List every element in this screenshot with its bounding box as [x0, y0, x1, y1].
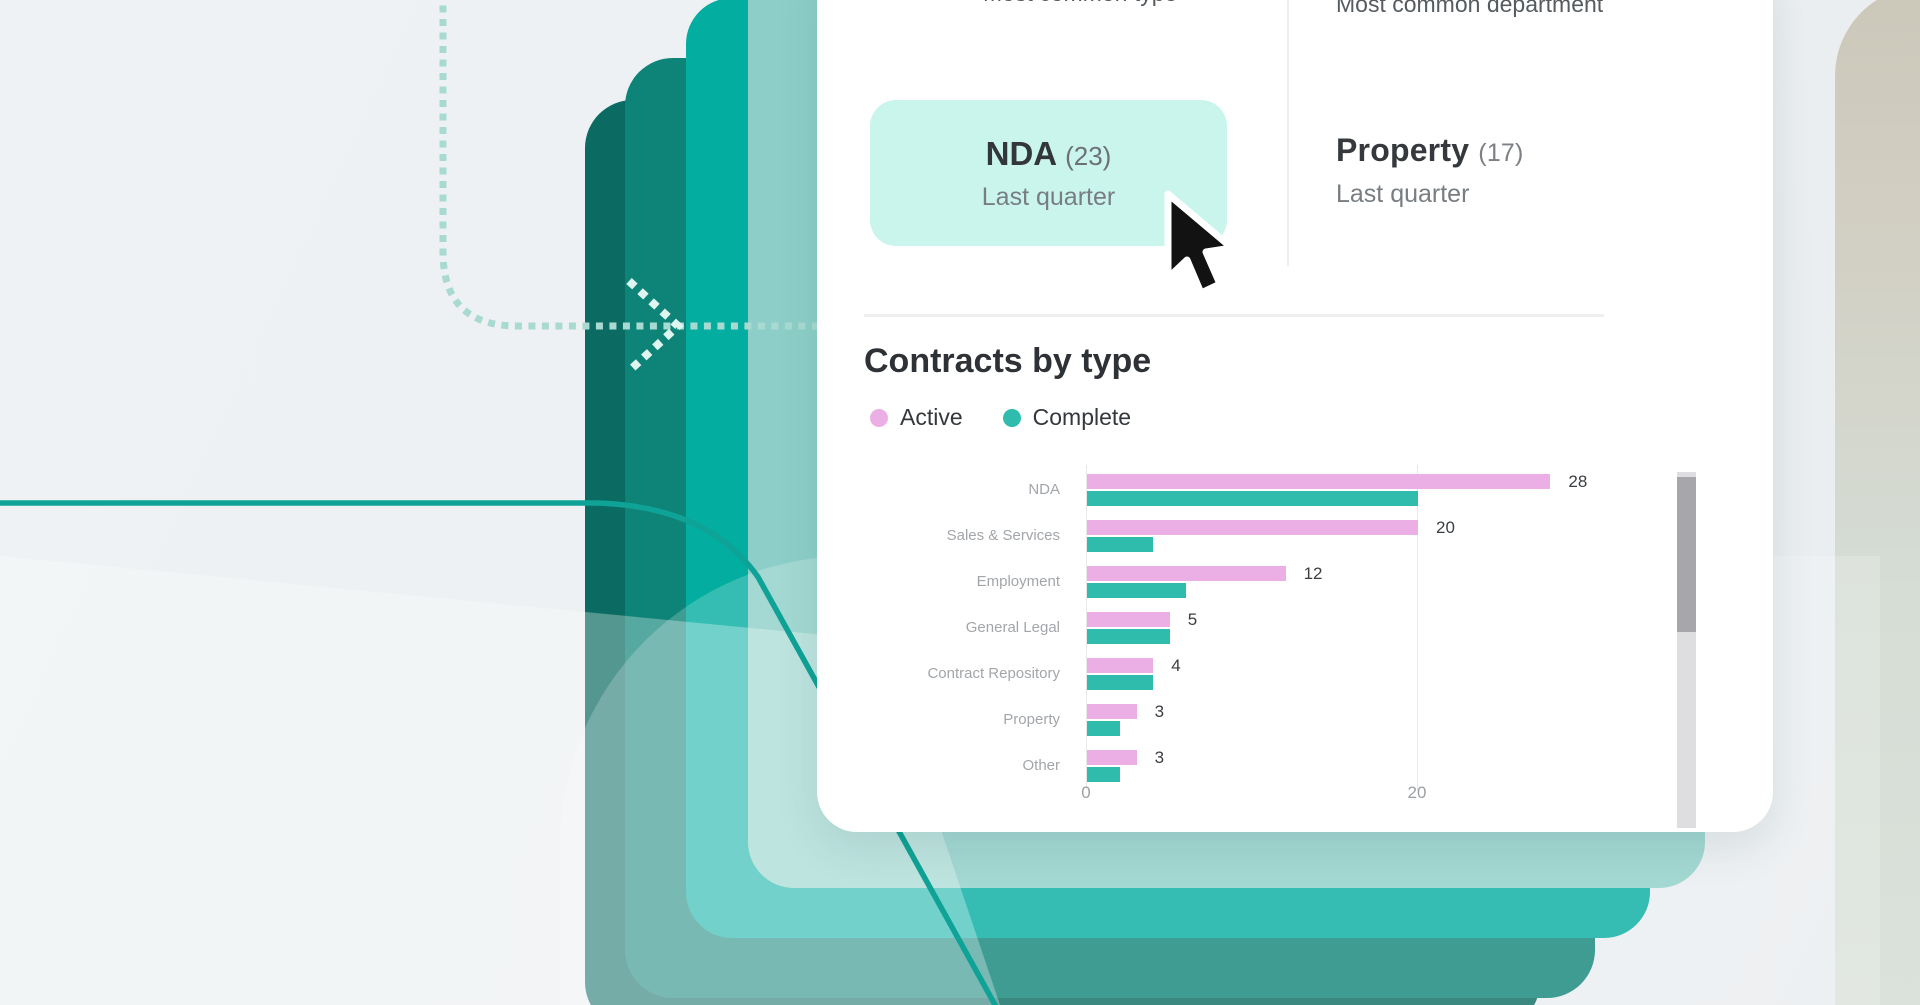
- category-label: Employment: [976, 573, 1060, 590]
- chart-legend: Active Complete: [870, 404, 1157, 431]
- bar-active-general-legal: [1087, 612, 1170, 627]
- value-label: 20: [1436, 518, 1455, 537]
- background-sheet-beige: [1835, 0, 1920, 1005]
- value-label: 4: [1171, 656, 1181, 675]
- legend-label: Complete: [1032, 404, 1132, 430]
- value-label: 28: [1568, 472, 1588, 491]
- stat-count: (23): [1065, 140, 1112, 171]
- category-label: Other: [1022, 757, 1060, 774]
- bar-complete-contract-repository: [1087, 675, 1153, 690]
- bar-active-sales-services: [1087, 520, 1418, 535]
- bar-active-nda: [1087, 474, 1550, 489]
- column-divider: [1287, 0, 1289, 266]
- gridline-20: [1417, 465, 1418, 790]
- category-label: General Legal: [965, 619, 1060, 636]
- bar-active-other: [1087, 750, 1137, 765]
- stat-label: Most common type: [983, 0, 1177, 7]
- stat-value: NDA (23): [985, 134, 1112, 172]
- section-divider: [864, 314, 1604, 317]
- legend-label: Active: [900, 404, 963, 430]
- bar-active-contract-repository: [1087, 658, 1153, 673]
- x-tick-label: 20: [1407, 783, 1427, 802]
- highlighted-stat-nda-quarter[interactable]: NDA (23) Last quarter: [870, 100, 1227, 246]
- stat-label: Last quarter: [1336, 180, 1470, 208]
- legend-item-active: Active: [870, 404, 963, 431]
- stat-most-common-department: Sales & Marketing (26) Most common depar…: [1336, 0, 1687, 62]
- bar-complete-sales-services: [1087, 537, 1153, 552]
- bar-active-employment: [1087, 566, 1286, 581]
- value-label: 3: [1154, 748, 1165, 767]
- x-tick-label: 0: [1081, 783, 1091, 802]
- bar-active-property: [1087, 704, 1137, 719]
- chart-scrollbar-track[interactable]: [1677, 472, 1696, 828]
- gridline-0: [1086, 465, 1087, 790]
- stat-count: (17): [1478, 139, 1524, 167]
- contracts-bar-chart: 0 20 NDA 28 Sales & Services 20 Employment 12…: [817, 465, 1773, 828]
- analytics-card: NDA (28) Most common type Sales & Market…: [817, 0, 1773, 832]
- bar-complete-employment: [1087, 583, 1186, 598]
- active-legend-dot-icon: [870, 408, 888, 427]
- stat-most-common-type: NDA (28) Most common type: [983, 0, 1177, 51]
- stat-value: Property (17): [1336, 132, 1524, 168]
- category-label: Sales & Services: [946, 527, 1060, 544]
- bar-complete-general-legal: [1087, 629, 1170, 644]
- chart-scrollbar-thumb[interactable]: [1677, 477, 1696, 632]
- bar-complete-nda: [1087, 491, 1418, 506]
- complete-legend-dot-icon: [1002, 408, 1021, 427]
- stat-label: Most common department: [1336, 0, 1604, 17]
- category-label: Contract Repository: [927, 665, 1060, 682]
- stat-label: Last quarter: [981, 182, 1116, 211]
- chart-title: Contracts by type: [864, 342, 1152, 380]
- bar-complete-property: [1087, 721, 1120, 736]
- category-label: NDA: [1028, 481, 1060, 498]
- bar-complete-other: [1087, 767, 1120, 782]
- category-label: Property: [1003, 711, 1060, 728]
- value-label: 5: [1187, 610, 1198, 629]
- legend-item-complete: Complete: [1002, 404, 1132, 431]
- value-label: 12: [1303, 564, 1323, 583]
- value-label: 3: [1154, 702, 1165, 721]
- stat-property-quarter[interactable]: Property (17) Last quarter: [1336, 132, 1524, 209]
